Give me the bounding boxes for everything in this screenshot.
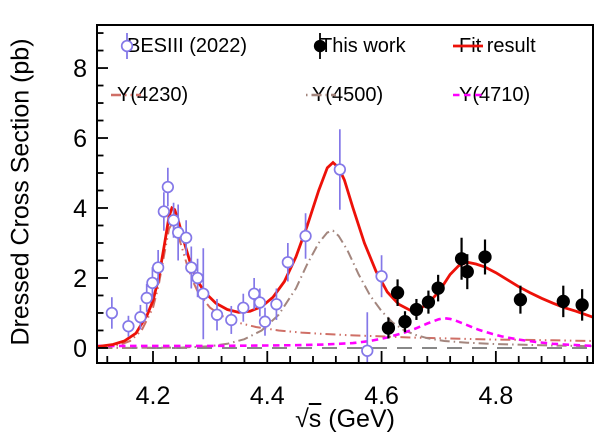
svg-text:4.2: 4.2 xyxy=(136,382,171,410)
legend-label-besiii: BESIII (2022) xyxy=(127,34,248,57)
x-axis-unit: (GeV) xyxy=(321,405,395,433)
legend-label-fit-result: Fit result xyxy=(459,34,536,57)
legend-item-y4230: Y(4230) xyxy=(110,80,188,110)
sqrt-radicand: s xyxy=(308,405,322,433)
svg-text:4: 4 xyxy=(73,195,87,223)
svg-text:8: 8 xyxy=(73,55,87,83)
legend-item-y4710: Y(4710) xyxy=(452,80,530,110)
legend-item-fit-result: Fit result xyxy=(452,31,536,61)
svg-text:0: 0 xyxy=(73,335,87,363)
y-axis-title: Dressed Cross Section (pb) xyxy=(6,38,35,346)
svg-text:4.4: 4.4 xyxy=(250,382,285,410)
svg-text:4.6: 4.6 xyxy=(364,382,399,410)
x-axis-title: √s (GeV) xyxy=(97,405,593,434)
sqrt-symbol: √ xyxy=(295,405,309,433)
legend-item-besiii: BESIII (2022) xyxy=(120,31,247,61)
legend-label-y4710: Y(4710) xyxy=(459,83,531,106)
legend-label-y4230: Y(4230) xyxy=(117,83,189,106)
legend-label-y4500: Y(4500) xyxy=(312,83,384,106)
svg-text:6: 6 xyxy=(73,125,87,153)
legend-item-this-work: This work xyxy=(313,31,406,61)
svg-text:2: 2 xyxy=(73,265,87,293)
svg-text:4.8: 4.8 xyxy=(478,382,513,410)
legend-label-this-work: This work xyxy=(320,34,406,57)
legend-item-y4500: Y(4500) xyxy=(305,80,383,110)
